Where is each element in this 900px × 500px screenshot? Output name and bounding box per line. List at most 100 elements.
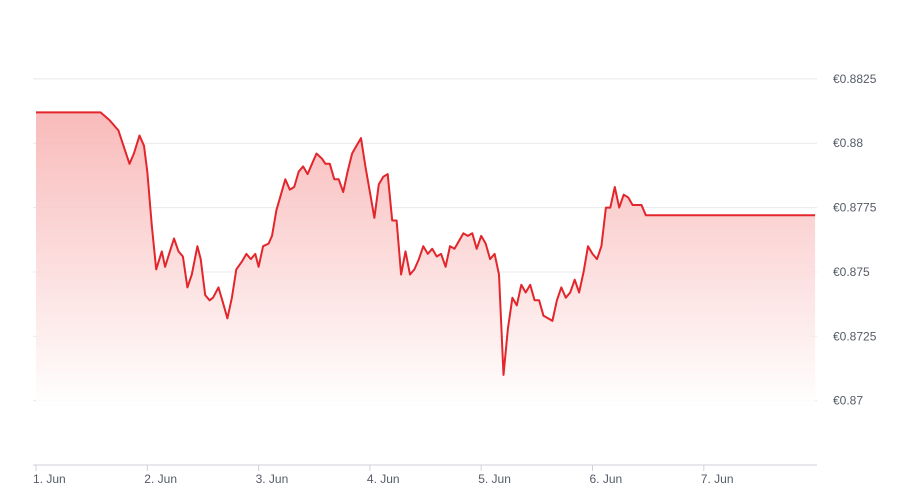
price-point	[164, 266, 166, 268]
y-tick-label: €0.87	[833, 394, 863, 408]
price-point	[129, 163, 131, 165]
price-point	[200, 258, 202, 260]
y-tick-label: €0.88	[833, 136, 863, 150]
price-point	[445, 266, 447, 268]
price-point	[814, 215, 816, 217]
price-point	[618, 207, 620, 209]
price-point	[298, 171, 300, 173]
x-tick-label: 7. Jun	[701, 472, 734, 486]
price-point	[293, 186, 295, 188]
price-point	[431, 248, 433, 250]
price-point	[351, 153, 353, 155]
price-point	[614, 186, 616, 188]
price-point	[454, 248, 456, 250]
price-point	[227, 318, 229, 320]
price-point	[507, 328, 509, 330]
price-point	[449, 245, 451, 247]
price-point	[262, 245, 264, 247]
price-point	[342, 191, 344, 193]
price-point	[440, 253, 442, 255]
price-point	[529, 284, 531, 286]
price-point	[311, 163, 313, 165]
price-point	[472, 233, 474, 235]
x-tick-label: 4. Jun	[367, 472, 400, 486]
price-point	[569, 292, 571, 294]
price-point	[302, 166, 304, 168]
price-point	[396, 220, 398, 222]
x-axis-ticks: 1. Jun 2. Jun 3. Jun 4. Jun 5. Jun 6. Jun 7. J…	[33, 465, 734, 486]
price-point	[204, 294, 206, 296]
price-point	[365, 166, 367, 168]
price-point	[161, 251, 163, 253]
price-point	[325, 163, 327, 165]
price-point	[329, 163, 331, 165]
price-point	[561, 287, 563, 289]
price-point	[268, 243, 270, 245]
price-point	[383, 176, 385, 178]
price-point	[334, 179, 336, 181]
price-point	[316, 153, 318, 155]
price-point	[436, 256, 438, 258]
price-point	[133, 153, 135, 155]
price-point	[100, 112, 102, 114]
price-point	[485, 243, 487, 245]
price-area-fill	[36, 112, 816, 409]
price-point	[222, 302, 224, 304]
price-point	[276, 209, 278, 211]
price-point	[387, 173, 389, 175]
price-point	[307, 173, 309, 175]
price-point	[489, 258, 491, 260]
price-point	[35, 112, 37, 114]
price-point	[369, 191, 371, 193]
price-point	[587, 245, 589, 247]
price-point	[592, 253, 594, 255]
price-point	[476, 248, 478, 250]
price-point	[498, 274, 500, 276]
price-point	[610, 207, 612, 209]
price-point	[173, 238, 175, 240]
y-tick-label: €0.8775	[833, 201, 877, 215]
x-tick-label: 3. Jun	[256, 472, 289, 486]
price-point	[538, 300, 540, 302]
price-point	[191, 274, 193, 276]
price-point	[250, 258, 252, 260]
price-point	[118, 130, 120, 132]
y-axis-labels: €0.87 €0.8725 €0.875 €0.8775 €0.88 €0.8825	[833, 72, 877, 408]
price-point	[391, 220, 393, 222]
price-point	[241, 261, 243, 263]
price-point	[516, 305, 518, 307]
price-point	[605, 207, 607, 209]
price-line	[36, 111, 816, 376]
price-point	[347, 171, 349, 173]
price-point	[187, 287, 189, 289]
price-point	[378, 184, 380, 186]
price-point	[427, 253, 429, 255]
price-point	[578, 292, 580, 294]
x-tick-label: 1. Jun	[33, 472, 66, 486]
price-point	[759, 215, 761, 217]
price-point	[423, 245, 425, 247]
price-point	[547, 318, 549, 320]
price-point	[543, 315, 545, 317]
price-point	[632, 204, 634, 206]
price-point	[409, 274, 411, 276]
y-tick-label: €0.8725	[833, 329, 877, 343]
y-tick-label: €0.8825	[833, 72, 877, 86]
price-point	[218, 287, 220, 289]
price-point	[338, 179, 340, 181]
price-point	[209, 300, 211, 302]
price-point	[236, 269, 238, 271]
price-point	[503, 374, 505, 376]
price-point	[178, 251, 180, 253]
price-point	[525, 292, 527, 294]
price-point	[596, 258, 598, 260]
price-point	[552, 320, 554, 322]
price-point	[418, 258, 420, 260]
price-point	[601, 245, 603, 247]
price-point	[463, 233, 465, 235]
price-point	[285, 179, 287, 181]
price-point	[556, 300, 558, 302]
price-point	[414, 269, 416, 271]
